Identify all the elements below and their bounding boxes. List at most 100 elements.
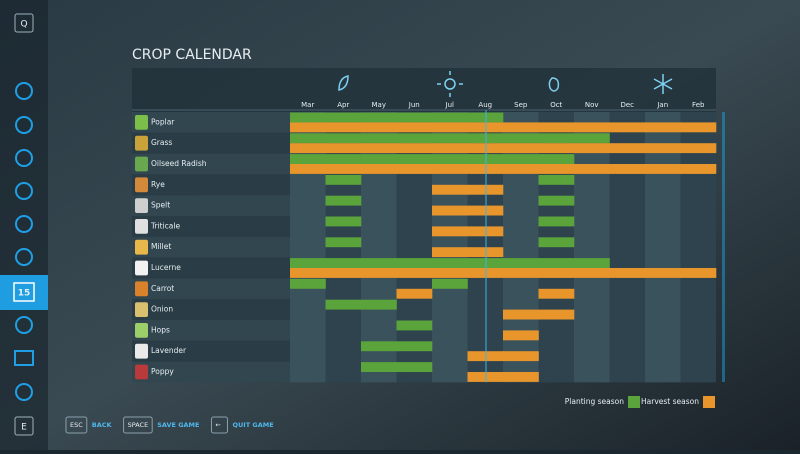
harvest-cell (467, 122, 504, 133)
planting-cell (325, 154, 362, 164)
month-column (574, 112, 610, 383)
harvest-cell (467, 164, 504, 174)
crop-row (132, 278, 290, 300)
icon-map[interactable] (15, 149, 33, 167)
planting-cell (396, 320, 433, 331)
crop-name: Poppy (151, 367, 174, 376)
crop-name: Poplar (151, 117, 175, 126)
harvest-cell (290, 268, 326, 278)
key-label: Q (20, 20, 27, 30)
harvest-cell (290, 143, 326, 154)
planting-cell (432, 258, 468, 268)
icon-weather[interactable] (15, 316, 33, 334)
harvest-cell (503, 268, 539, 278)
footer-button[interactable]: SPACE SAVE GAME (123, 416, 200, 434)
key-box (14, 13, 34, 33)
planting-cell (538, 258, 575, 268)
planting-cell (574, 258, 610, 268)
harvest-cell (538, 164, 575, 174)
legend-swatch (628, 396, 640, 408)
harvest-cell (503, 122, 539, 133)
planting-cell (361, 341, 397, 352)
scrollbar[interactable] (722, 112, 725, 382)
planting-cell (290, 154, 326, 164)
harvest-cell (361, 143, 397, 154)
month-label: Mar (301, 101, 314, 109)
planting-cell (361, 258, 397, 268)
month-label: Jan (656, 101, 668, 109)
harvest-cell (432, 122, 468, 133)
harvest-cell (503, 372, 539, 382)
crop-name: Hops (151, 325, 170, 334)
crop-name: Lavender (151, 346, 187, 355)
sidebar-selected[interactable] (0, 275, 48, 310)
month-label: Jul (445, 101, 455, 109)
icon-field[interactable] (15, 116, 33, 134)
footer-key-box (210, 416, 228, 434)
icon-cycle[interactable] (15, 182, 33, 200)
harvest-cell (538, 309, 575, 320)
harvest-cell (680, 122, 717, 133)
harvest-cell (645, 268, 681, 278)
crop-row (132, 195, 290, 216)
key-label: E (21, 423, 27, 433)
harvest-cell (503, 309, 539, 320)
planting-cell (361, 112, 397, 123)
month-label: May (372, 101, 386, 109)
footer-button[interactable]: ← QUIT GAME (210, 416, 274, 434)
crop-row (132, 132, 290, 154)
footer-key: ESC (70, 421, 83, 429)
calendar-grid: Mar Apr May Jun Jul Aug Sep Oct Nov Dec Jan Feb Popl… (65, 101, 717, 434)
crop-name: Oilseed Radish (151, 159, 207, 168)
planting-cell (503, 133, 539, 144)
planting-cell (325, 216, 362, 227)
icon-settings[interactable] (15, 248, 33, 266)
harvest-cell (609, 122, 646, 133)
planting-cell (325, 237, 362, 248)
harvest-cell (361, 122, 397, 133)
key-box (14, 416, 34, 436)
crop-icon (135, 198, 148, 213)
winter-icon (653, 74, 673, 94)
icon-stats[interactable] (14, 350, 34, 366)
icon-steering[interactable] (15, 215, 33, 233)
harvest-cell (467, 268, 504, 278)
crop-icon (135, 260, 148, 276)
harvest-cell (290, 164, 326, 174)
harvest-cell (574, 268, 610, 278)
footer-label: QUIT GAME (232, 421, 273, 429)
crop-name: Millet (151, 242, 171, 251)
harvest-cell (432, 247, 468, 258)
footer-button[interactable]: ESC BACK (65, 416, 113, 434)
footer-key: SPACE (128, 421, 149, 429)
planting-cell (290, 133, 326, 144)
planting-cell (361, 154, 397, 164)
harvest-cell (609, 164, 646, 174)
crop-name: Rye (151, 180, 165, 189)
planting-cell (325, 299, 362, 310)
crop-row (132, 112, 290, 133)
season-icons (338, 71, 673, 97)
harvest-cell (432, 205, 468, 216)
harvest-cell (680, 268, 717, 278)
crop-row (132, 236, 290, 258)
crop-icon (135, 156, 148, 172)
planting-cell (467, 154, 504, 164)
legend-swatch (703, 396, 715, 408)
harvest-cell (467, 351, 504, 362)
planting-cell (538, 133, 575, 144)
crop-icon (135, 302, 148, 317)
crop-name: Lucerne (151, 263, 181, 272)
harvest-cell (609, 268, 646, 278)
harvest-cell (645, 122, 681, 133)
harvest-cell (538, 288, 575, 299)
planting-cell (325, 195, 362, 206)
icon-vehicle[interactable] (15, 383, 33, 401)
icon-tractor[interactable] (15, 82, 33, 100)
harvest-cell (574, 143, 610, 154)
planting-cell (467, 133, 504, 144)
harvest-cell (325, 268, 362, 278)
harvest-cell (467, 226, 504, 237)
harvest-cell (680, 143, 717, 154)
